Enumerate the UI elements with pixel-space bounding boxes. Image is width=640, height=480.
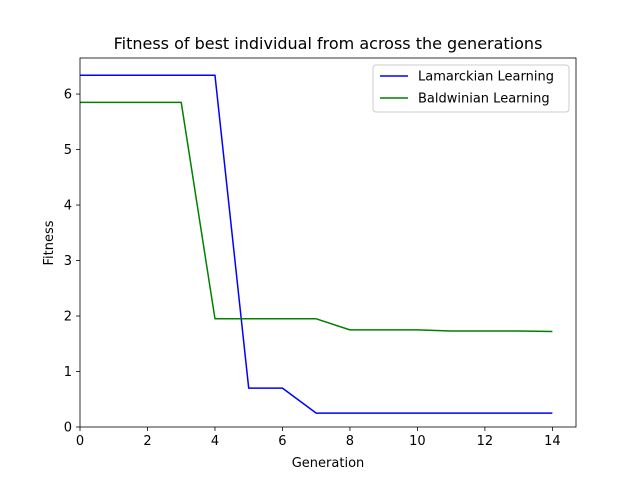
- y-tick-label: 2: [64, 310, 72, 325]
- y-tick-label: 6: [64, 88, 72, 103]
- x-tick-label: 8: [346, 434, 354, 449]
- series-line-2: [80, 101, 553, 333]
- x-axis-label: Generation: [292, 456, 365, 471]
- chart-title: Fitness of best individual from across t…: [114, 34, 543, 53]
- y-tick-label: 4: [64, 199, 72, 214]
- y-tick-label: 0: [64, 421, 72, 436]
- x-tick-label: 4: [211, 434, 219, 449]
- x-tick-label: 2: [143, 434, 151, 449]
- legend-label-1: Lamarckian Learning: [418, 70, 554, 85]
- series-line-1: [80, 74, 553, 414]
- legend-label-2: Baldwinian Learning: [418, 92, 550, 107]
- legend: Lamarckian Learning Baldwinian Learning: [372, 64, 570, 113]
- x-tick-label: 14: [544, 434, 561, 449]
- x-tick-label: 6: [278, 434, 286, 449]
- x-tick-label: 12: [477, 434, 494, 449]
- y-tick-label: 1: [64, 365, 72, 380]
- y-axis-label: Fitness: [42, 220, 57, 265]
- y-tick-label: 5: [64, 143, 72, 158]
- x-tick-label: 0: [76, 434, 84, 449]
- x-tick-label: 10: [409, 434, 426, 449]
- legend-box: [372, 64, 570, 113]
- plot-frame: [79, 57, 577, 428]
- y-tick-label: 3: [64, 254, 72, 269]
